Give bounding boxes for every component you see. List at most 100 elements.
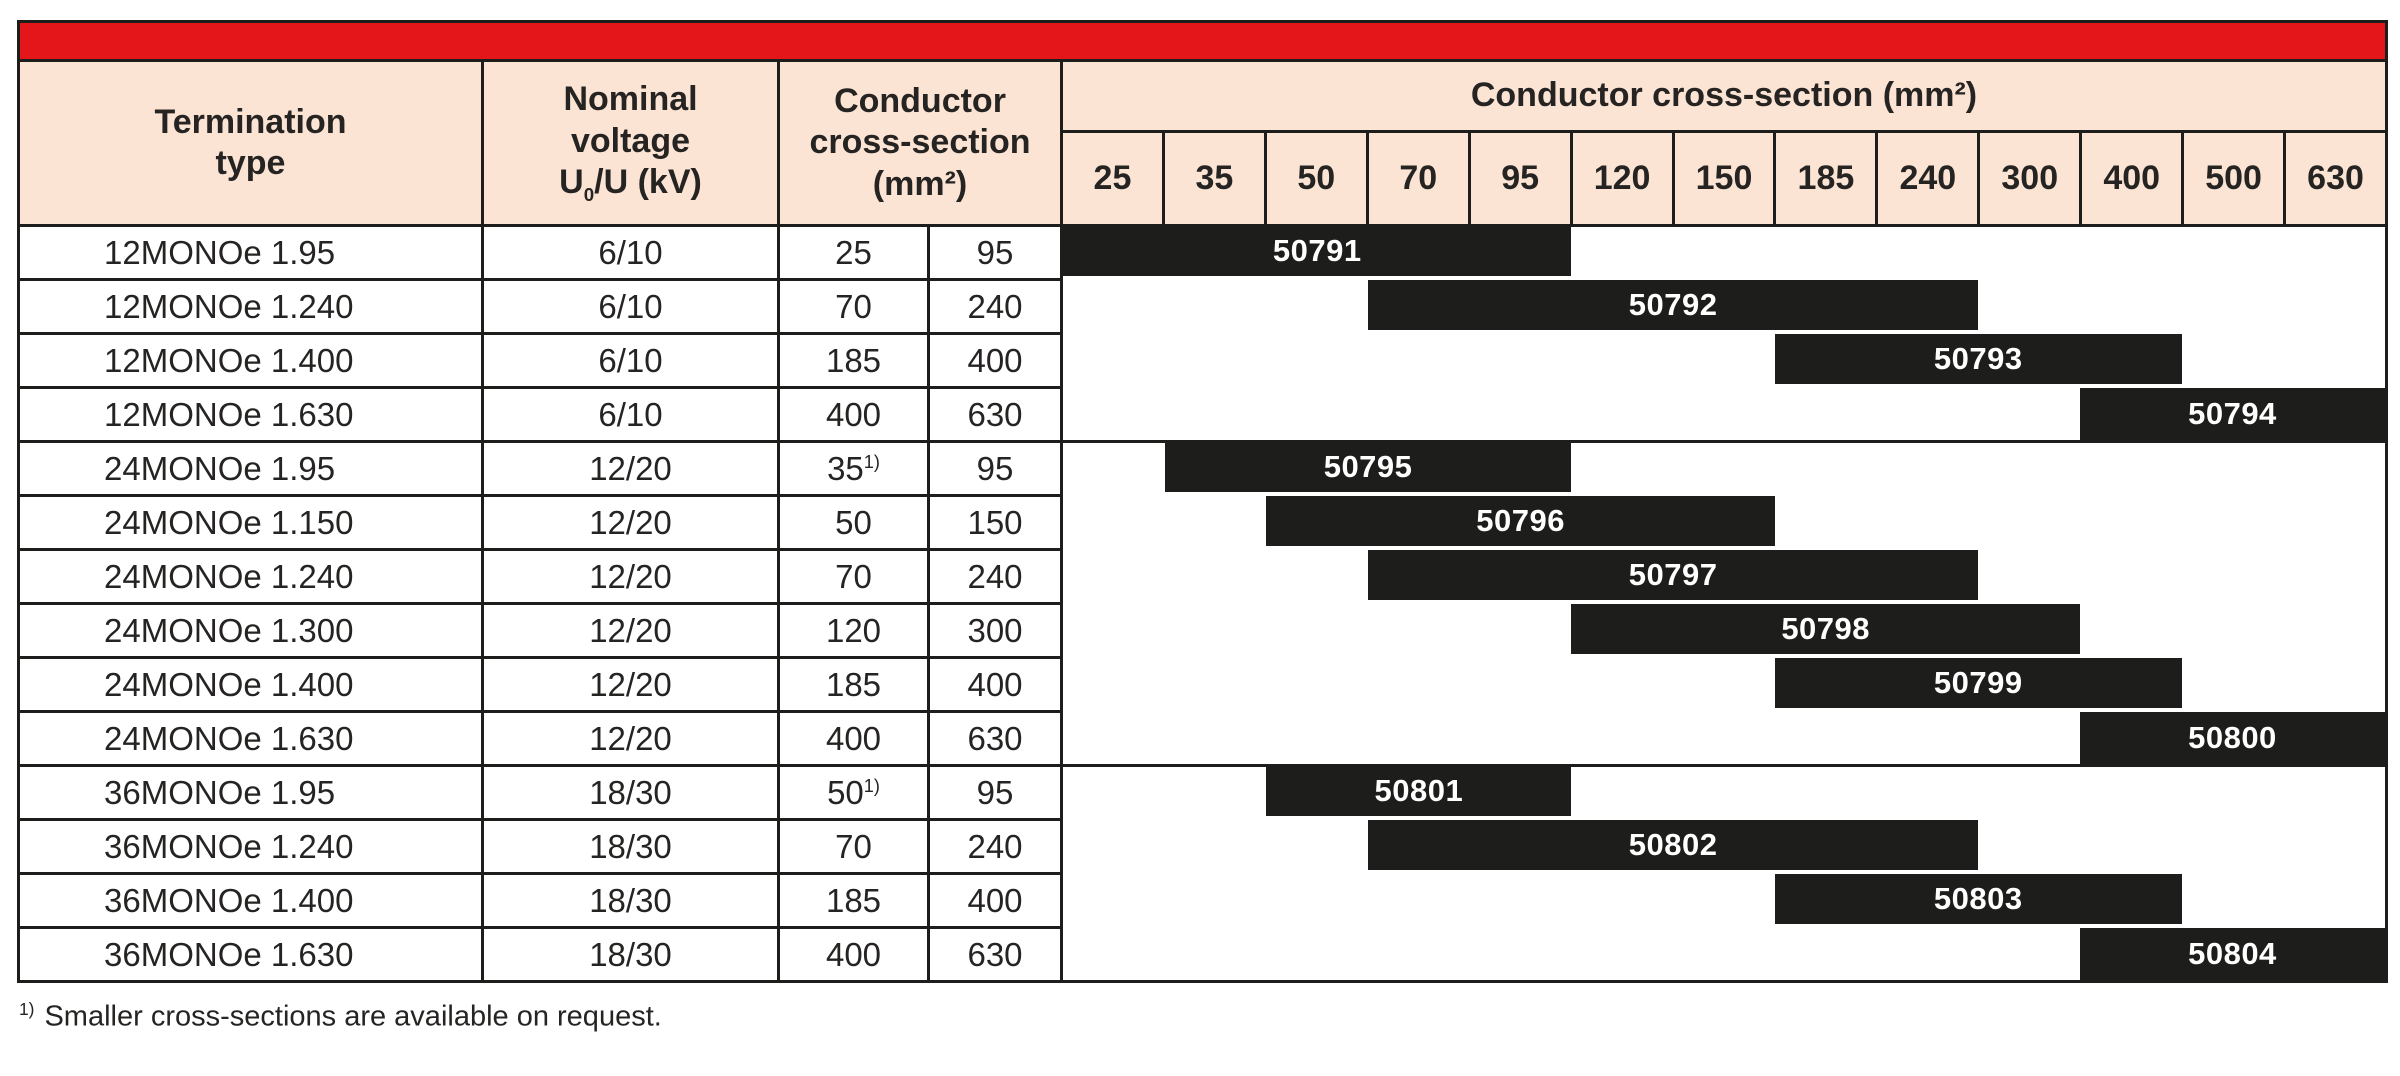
- range-bar: 50803: [1774, 873, 2182, 924]
- termination-type-cell: 36MONOe 1.95: [17, 764, 484, 821]
- nominal-voltage-cell: 12/20: [481, 548, 780, 605]
- max-cross-section-cell: 300: [927, 602, 1063, 659]
- range-bar: 50792: [1368, 279, 1979, 330]
- range-bar: 50795: [1164, 443, 1572, 492]
- bar-cell: 50795: [1060, 441, 2388, 496]
- max-cross-section-cell: 400: [927, 872, 1063, 929]
- min-cross-section-cell: 25: [777, 224, 930, 281]
- nominal-voltage-cell: 6/10: [481, 278, 780, 335]
- table-row: 12MONOe 1.630 6/10 400 630 50794: [17, 386, 2388, 443]
- range-bar: 50796: [1266, 495, 1775, 546]
- termination-type-cell: 12MONOe 1.95: [17, 224, 484, 281]
- size-column-header: 500: [2181, 130, 2287, 227]
- bar-cell: 50803: [1060, 873, 2388, 928]
- bar-cell: 50802: [1060, 819, 2388, 874]
- termination-type-cell: 24MONOe 1.300: [17, 602, 484, 659]
- table-row: 24MONOe 1.240 12/20 70 240 50797: [17, 548, 2388, 605]
- table-row: 24MONOe 1.150 12/20 50 150 50796: [17, 494, 2388, 551]
- termination-type-cell: 12MONOe 1.630: [17, 386, 484, 443]
- size-column-header: 630: [2283, 130, 2388, 227]
- bar-cell: 50791: [1060, 225, 2388, 280]
- min-cross-section-cell: 501): [777, 764, 930, 821]
- header-conductor-cross-section: Conductor cross-section (mm²): [777, 59, 1063, 227]
- table-row: 12MONOe 1.240 6/10 70 240 50792: [17, 278, 2388, 335]
- product-code: 50801: [1374, 773, 1464, 809]
- min-cross-section-cell: 50: [777, 494, 930, 551]
- range-bar: 50802: [1368, 819, 1979, 870]
- header-line: cross-section: [809, 123, 1031, 162]
- nominal-voltage-cell: 12/20: [481, 710, 780, 767]
- min-cross-section-cell: 400: [777, 926, 930, 983]
- termination-type-cell: 12MONOe 1.400: [17, 332, 484, 389]
- bar-cell: 50797: [1060, 549, 2388, 604]
- product-code: 50791: [1272, 233, 1362, 269]
- table-row: 36MONOe 1.95 18/30 501) 95 50801: [17, 764, 2388, 821]
- range-bar: 50799: [1774, 657, 2182, 708]
- product-code: 50797: [1628, 556, 1718, 592]
- product-code: 50802: [1628, 826, 1718, 862]
- table-row: 36MONOe 1.400 18/30 185 400 50803: [17, 872, 2388, 929]
- nominal-voltage-cell: 12/20: [481, 494, 780, 551]
- min-value: 50: [835, 503, 872, 541]
- max-cross-section-cell: 240: [927, 548, 1063, 605]
- size-column-header: 300: [1977, 130, 2083, 227]
- termination-selection-table: Termination type Nominal voltage U0/U (k…: [17, 20, 2388, 983]
- table-row: 24MONOe 1.300 12/20 120 300 50798: [17, 602, 2388, 659]
- header-line: (mm²): [872, 164, 968, 203]
- table-row: 12MONOe 1.400 6/10 185 400 50793: [17, 332, 2388, 389]
- range-bar: 50801: [1266, 767, 1572, 816]
- range-bar: 50798: [1571, 603, 2080, 654]
- header-line: Conductor: [834, 81, 1006, 120]
- termination-type-cell: 24MONOe 1.150: [17, 494, 484, 551]
- nominal-voltage-cell: 6/10: [481, 224, 780, 281]
- footnote-marker: 1): [863, 451, 880, 472]
- bar-cell: 50800: [1060, 711, 2388, 767]
- size-column-header: 185: [1773, 130, 1879, 227]
- footnote-marker: 1): [19, 999, 35, 1019]
- bar-cell: 50801: [1060, 765, 2388, 820]
- nominal-voltage-cell: 6/10: [481, 386, 780, 443]
- product-code: 50793: [1933, 340, 2023, 376]
- size-column-header: 70: [1365, 130, 1471, 227]
- size-column-header: 240: [1875, 130, 1981, 227]
- min-value: 185: [825, 665, 882, 703]
- header-termination-type: Termination type: [17, 59, 484, 227]
- min-value: 35: [827, 449, 864, 487]
- product-code: 50796: [1476, 502, 1565, 538]
- header-line: type: [215, 144, 286, 182]
- termination-type-cell: 24MONOe 1.630: [17, 710, 484, 767]
- termination-type-cell: 36MONOe 1.240: [17, 818, 484, 875]
- max-cross-section-cell: 95: [927, 440, 1063, 497]
- min-cross-section-cell: 70: [777, 548, 930, 605]
- range-bar: 50804: [2079, 927, 2385, 980]
- nominal-voltage-cell: 18/30: [481, 764, 780, 821]
- product-code: 50799: [1933, 664, 2023, 700]
- bar-cell: 50796: [1060, 495, 2388, 550]
- size-column-header: 35: [1161, 130, 1267, 227]
- footnote-text: Smaller cross-sections are available on …: [44, 1000, 662, 1033]
- max-cross-section-cell: 400: [927, 332, 1063, 389]
- size-column-header: 50: [1263, 130, 1369, 227]
- min-cross-section-cell: 400: [777, 386, 930, 443]
- min-value: 70: [835, 827, 872, 865]
- size-header-row: 25 35 50 70 95 120 150 185 240 300 400 500 630: [19, 130, 2388, 227]
- nominal-voltage-cell: 12/20: [481, 440, 780, 497]
- range-bar: 50791: [1063, 227, 1572, 276]
- min-value: 120: [825, 611, 882, 649]
- min-value: 70: [835, 287, 872, 325]
- nominal-voltage-cell: 6/10: [481, 332, 780, 389]
- termination-type-cell: 12MONOe 1.240: [17, 278, 484, 335]
- nominal-voltage-cell: 18/30: [481, 926, 780, 983]
- bar-cell: 50798: [1060, 603, 2388, 658]
- termination-type-cell: 24MONOe 1.240: [17, 548, 484, 605]
- table-row: 12MONOe 1.95 6/10 25 95 50791: [17, 224, 2388, 281]
- header-line: voltage: [570, 121, 691, 160]
- min-cross-section-cell: 185: [777, 656, 930, 713]
- nominal-voltage-cell: 12/20: [481, 656, 780, 713]
- termination-type-cell: 36MONOe 1.400: [17, 872, 484, 929]
- table-row: 24MONOe 1.95 12/20 351) 95 50795: [17, 440, 2388, 497]
- nominal-voltage-cell: 12/20: [481, 602, 780, 659]
- min-cross-section-cell: 120: [777, 602, 930, 659]
- termination-type-cell: 36MONOe 1.630: [17, 926, 484, 983]
- product-code: 50800: [2188, 719, 2277, 755]
